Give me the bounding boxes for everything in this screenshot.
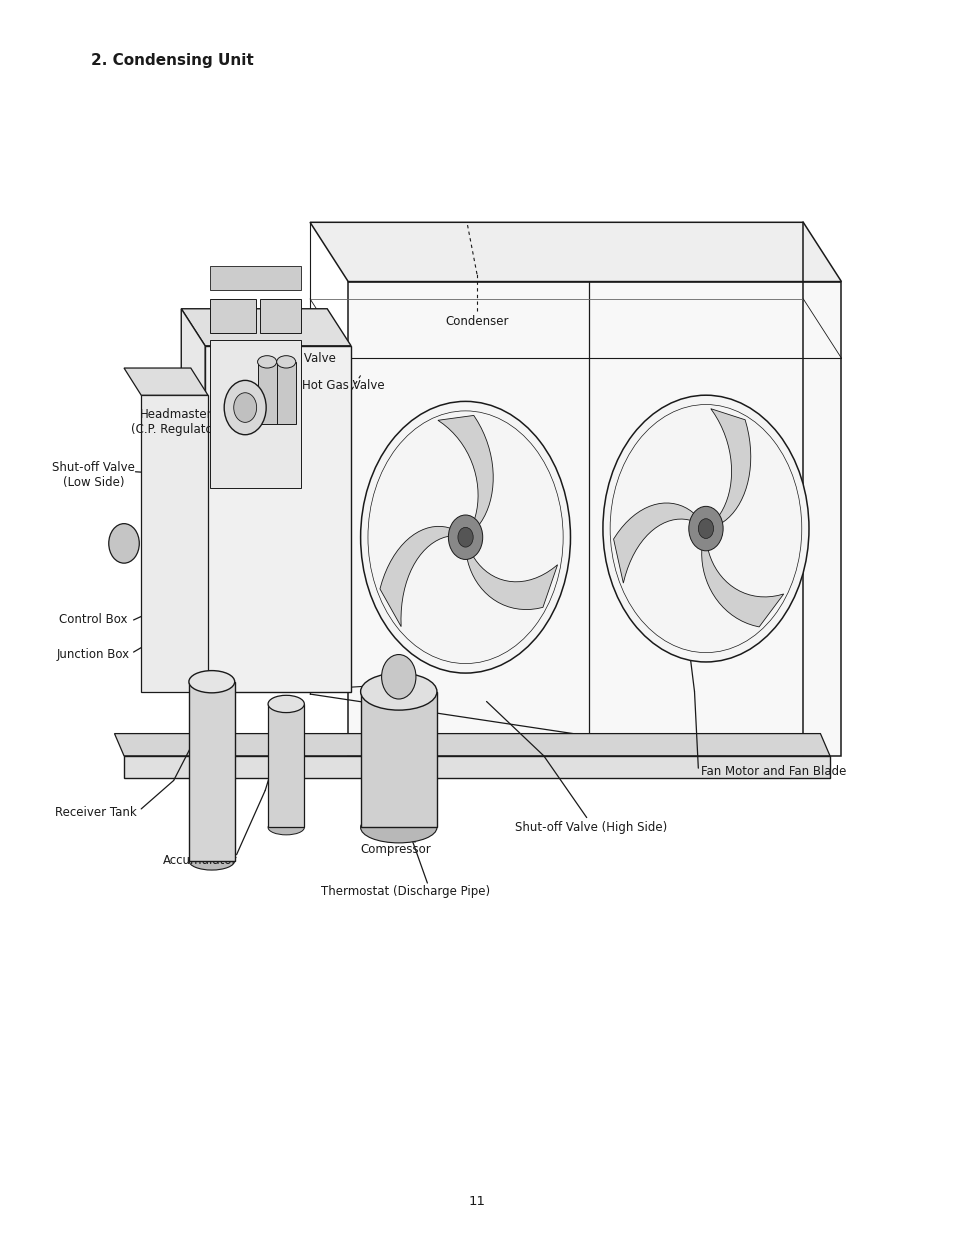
- Bar: [124, 756, 829, 778]
- Text: Headmaster
(C.P. Regulator): Headmaster (C.P. Regulator): [131, 409, 222, 436]
- Circle shape: [233, 393, 256, 422]
- Polygon shape: [124, 368, 208, 395]
- Bar: [257, 362, 276, 424]
- Polygon shape: [465, 547, 557, 610]
- Text: Hot Gas Valve: Hot Gas Valve: [302, 379, 384, 391]
- Polygon shape: [710, 409, 750, 526]
- Bar: [210, 340, 300, 488]
- Polygon shape: [114, 734, 829, 756]
- Ellipse shape: [189, 852, 234, 869]
- Circle shape: [457, 527, 473, 547]
- Text: Thermostat (Discharge Pipe): Thermostat (Discharge Pipe): [320, 885, 490, 898]
- Bar: [205, 346, 351, 692]
- Circle shape: [224, 380, 266, 435]
- Text: Control Box: Control Box: [59, 614, 128, 626]
- Text: 2. Condensing Unit: 2. Condensing Unit: [91, 53, 253, 68]
- Text: Shut-off Valve (High Side): Shut-off Valve (High Side): [515, 821, 667, 834]
- Ellipse shape: [257, 356, 276, 368]
- Polygon shape: [613, 503, 700, 583]
- Text: Fan Motor and Fan Blade: Fan Motor and Fan Blade: [700, 766, 845, 778]
- Polygon shape: [181, 309, 351, 346]
- Text: Junction Box: Junction Box: [57, 648, 130, 661]
- Bar: [260, 299, 300, 333]
- Circle shape: [688, 506, 722, 551]
- Bar: [360, 692, 436, 827]
- Ellipse shape: [189, 671, 234, 693]
- Bar: [268, 704, 304, 827]
- Text: Condenser: Condenser: [445, 315, 508, 327]
- Ellipse shape: [360, 813, 436, 842]
- Text: Compressor: Compressor: [360, 844, 431, 856]
- Bar: [189, 682, 234, 861]
- Ellipse shape: [360, 673, 436, 710]
- Polygon shape: [379, 526, 457, 626]
- Polygon shape: [437, 415, 493, 532]
- Text: 11: 11: [468, 1194, 485, 1208]
- Polygon shape: [181, 309, 205, 692]
- Text: Shut-off Valve
(Low Side): Shut-off Valve (Low Side): [52, 462, 134, 489]
- Bar: [276, 362, 295, 424]
- Bar: [210, 266, 300, 290]
- Ellipse shape: [276, 356, 295, 368]
- Circle shape: [360, 401, 570, 673]
- Text: Liquid Line Valve: Liquid Line Valve: [236, 352, 335, 364]
- Polygon shape: [310, 222, 841, 282]
- Text: Receiver Tank: Receiver Tank: [54, 806, 136, 819]
- Circle shape: [698, 519, 713, 538]
- Circle shape: [109, 524, 139, 563]
- Bar: [141, 395, 208, 692]
- Text: Accumulator: Accumulator: [163, 855, 237, 867]
- Bar: [210, 299, 255, 333]
- Bar: [348, 282, 841, 756]
- Circle shape: [602, 395, 808, 662]
- Ellipse shape: [268, 695, 304, 713]
- Polygon shape: [701, 538, 783, 627]
- Ellipse shape: [268, 820, 304, 835]
- Circle shape: [448, 515, 482, 559]
- Circle shape: [381, 655, 416, 699]
